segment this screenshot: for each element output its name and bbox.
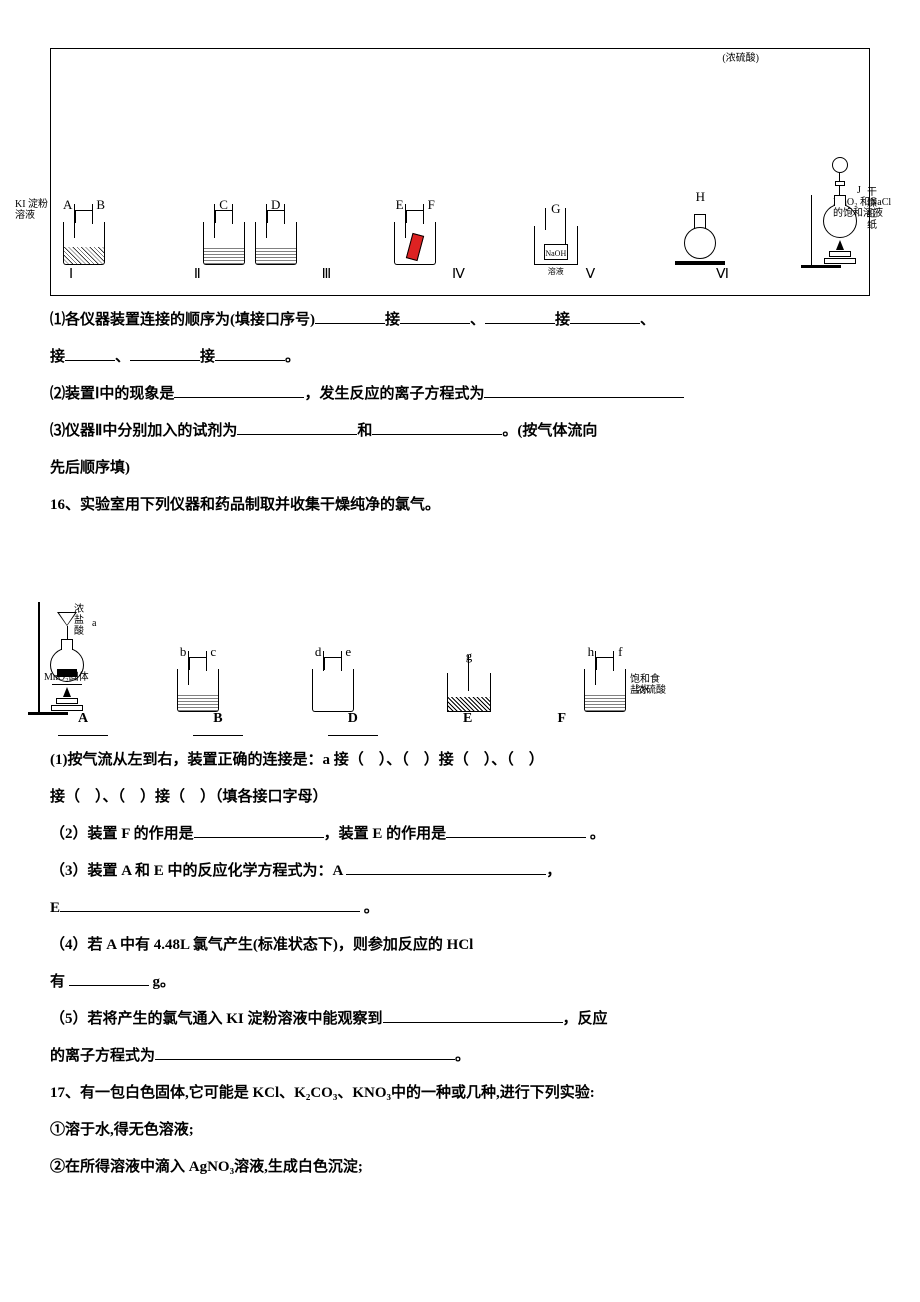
red-paper [406,233,424,261]
q16-p7: 有 g。 [50,966,870,999]
port-J: J [857,185,861,196]
port-e: e [345,638,351,667]
q16-device-A: 浓盐酸 a MnO₂固体 [50,612,84,712]
q16-title: 16、实验室用下列仪器和药品制取并收集干燥纯净的氯气。 [50,489,870,522]
blank [194,819,324,838]
q16-p2: 接（ ）、（ ）接（ ）（填各接口字母） [50,781,870,814]
blank [155,1041,455,1060]
port-E: E [396,191,404,220]
label-E: E [463,704,472,736]
blank [446,819,586,838]
q16-p9: 的离子方程式为。 [50,1040,870,1073]
blank [174,379,304,398]
q17-step1: ①溶于水,得无色溶液; [50,1114,870,1147]
bottle-3 [394,222,436,265]
blank [570,305,640,324]
q16-p6: （4）若 A 中有 4.48L 氯气产生(标准状态下)，则参加反应的 HCl [50,929,870,962]
port-B: B [96,191,105,220]
blank [315,305,385,324]
blank [237,416,357,435]
blank [372,416,502,435]
label-F: F [557,704,566,736]
label-ki: KI 淀粉溶液 [15,199,55,221]
q16-p1: (1)按气流从左到右，装置正确的连接是：a 接（ ）、（ ）接（ ）、（ ） [50,744,870,777]
port-f: f [618,638,622,667]
blank [400,305,470,324]
blank [130,342,200,361]
device-roman-labels: Ⅰ Ⅱ Ⅲ Ⅳ Ⅴ Ⅵ [69,260,729,291]
q16-diagram: 浓盐酸 a MnO₂固体 bc 浓硫酸 de [50,530,626,736]
q16-device-F: hf 饱和食盐水 [584,638,626,712]
port-d: d [315,638,322,667]
label-D: D [328,704,378,736]
port-a: a [92,618,96,629]
blank [484,379,684,398]
blank [485,305,555,324]
label-V: Ⅴ [586,260,596,291]
device-2: C D [203,191,297,265]
label-II: Ⅱ [194,260,201,291]
q15-part1-line2: 接、接。 [50,341,870,374]
device-4: G NaOH溶液 [534,195,578,265]
port-H: H [696,183,705,212]
q15-diagram: (浓硫酸) AB KI 淀粉溶液 C D EF [50,48,870,296]
blank [65,342,115,361]
bottle-2a [203,222,245,265]
q17-step2: ②在所得溶液中滴入 AgNO₃溶液,生成白色沉淀; [50,1151,870,1184]
q16-p4: （3）装置 A 和 E 中的反应化学方程式为：A ， [50,855,870,888]
port-h: h [588,638,595,667]
beaker-4: NaOH溶液 [534,226,578,265]
blank [383,1004,563,1023]
port-A: A [63,191,72,220]
q15-part3-cont: 先后顺序填) [50,452,870,485]
flask-5 [675,214,725,265]
port-G: G [551,195,560,224]
label-conc-h2so4: (浓硫酸) [722,53,759,64]
device-3: EF 干燥红纸 [394,191,436,265]
q16-device-B: bc 浓硫酸 [177,638,219,712]
bottle-1 [63,222,105,265]
device-1: AB KI 淀粉溶液 [63,191,105,265]
blank [69,967,149,986]
port-b: b [180,638,187,667]
device-5: H [675,183,725,265]
bottle-2b [255,222,297,265]
port-F: F [428,191,435,220]
blank [215,342,285,361]
blank [346,856,546,875]
q15-part3: ⑶仪器Ⅱ中分别加入的试剂为和。(按气体流向 [50,415,870,448]
q16-device-E: g [447,642,491,712]
q15-part1-line1: ⑴各仪器装置连接的顺序为(填接口序号)接、接、 [50,304,870,337]
q16-device-D: de [312,638,354,712]
label-VI: Ⅵ [716,260,729,291]
device-6: J MnO₂ 和NaCl的饱和溶液 [823,157,857,265]
label-I: Ⅰ [69,260,73,291]
label-A: A [58,704,108,736]
label-III: Ⅲ [322,260,332,291]
port-g: g [466,642,473,671]
q16-p8: （5）若将产生的氯气通入 KI 淀粉溶液中能观察到，反应 [50,1003,870,1036]
label-nacl: 饱和食盐水 [630,674,670,696]
q15-part2: ⑵装置Ⅰ中的现象是，发生反应的离子方程式为 [50,378,870,411]
q16-p5: E 。 [50,892,870,925]
q16-p3: （2）装置 F 的作用是，装置 E 的作用是 。 [50,818,870,851]
label-IV: Ⅳ [452,260,465,291]
label-naoh: NaOH溶液 [544,244,568,260]
q16-device-labels: A B D E F [58,704,566,736]
label-B: B [193,704,242,736]
port-c: c [210,638,216,667]
bottle-F [584,669,626,712]
blank [60,893,360,912]
q17-title: 17、有一包白色固体,它可能是 KCl、K₂CO₃、KNO₃中的一种或几种,进行… [50,1077,870,1110]
